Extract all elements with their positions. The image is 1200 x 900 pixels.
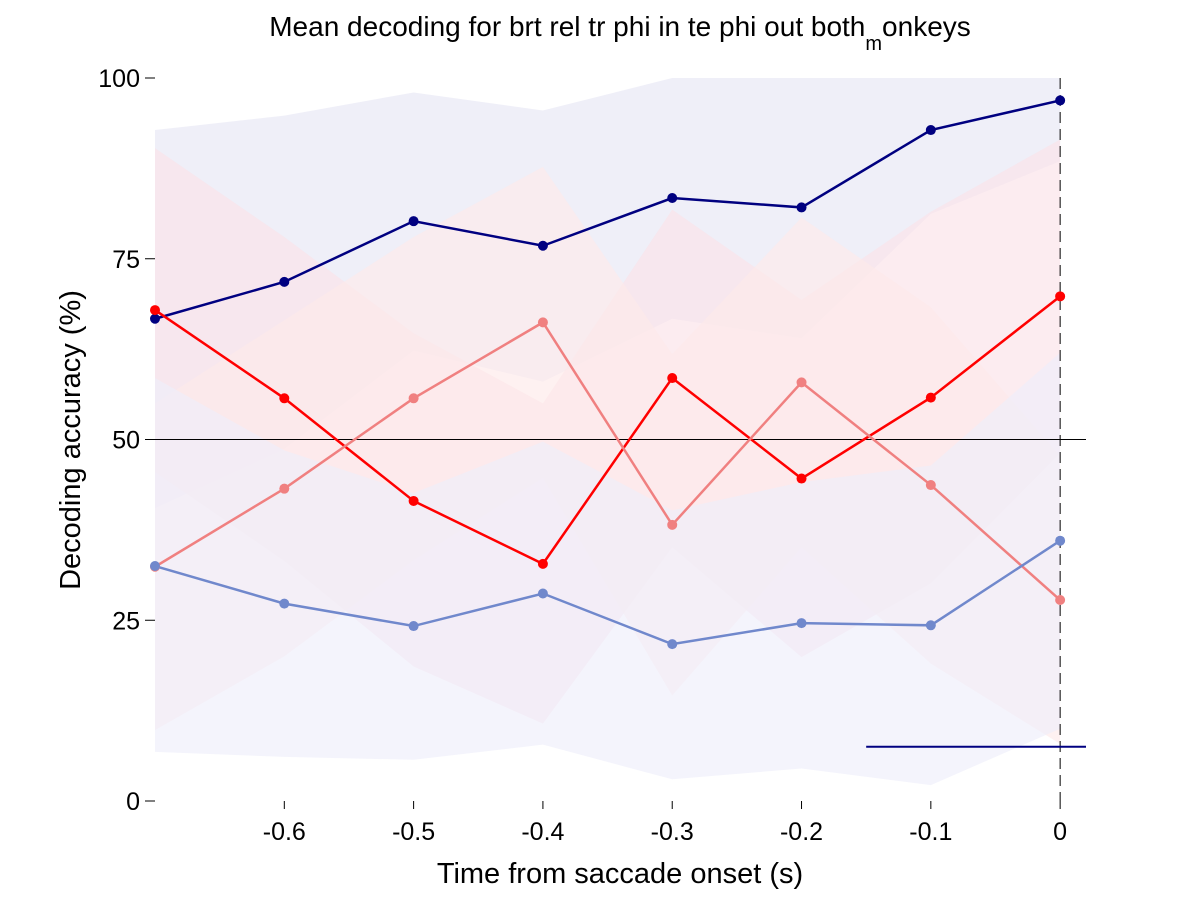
series-points <box>150 95 1066 650</box>
y-tick-label: 25 <box>112 607 140 635</box>
series-3-point <box>925 480 936 491</box>
series-2-line <box>154 295 1061 566</box>
y-tick-label: 100 <box>98 65 140 93</box>
series-2-point <box>667 373 678 384</box>
x-tick-label: -0.5 <box>392 818 435 846</box>
series-2-point <box>537 558 548 569</box>
series-3-band <box>155 166 1061 744</box>
series-3-line <box>154 320 1061 601</box>
series-4-point <box>537 588 548 599</box>
x-tick-label: -0.4 <box>521 818 564 846</box>
series-4-point <box>925 620 936 631</box>
series-4-band <box>155 352 1061 786</box>
series-3-point <box>537 317 548 328</box>
series-2-point <box>925 392 936 403</box>
series-2-point <box>150 305 160 316</box>
series-1-line <box>154 99 1061 320</box>
series-1-point <box>1055 95 1066 106</box>
series-1-point <box>279 276 290 287</box>
series-3-point <box>1055 595 1066 606</box>
series-1-point <box>537 240 548 251</box>
chart-title: Mean decoding for brt rel tr phi in te p… <box>269 11 971 55</box>
reference-lines <box>155 78 1086 801</box>
series-2-point <box>408 495 419 506</box>
series-1-point <box>408 216 419 227</box>
series-2-point <box>796 473 807 484</box>
x-tick-label: 0 <box>1053 818 1067 846</box>
series-3-point <box>279 483 290 494</box>
series-2-point <box>279 393 290 404</box>
series-1-point <box>150 313 160 324</box>
series-4-line <box>154 539 1061 646</box>
series-4-point <box>796 618 807 629</box>
y-tick-label: 50 <box>112 427 140 455</box>
series-3-point <box>667 519 678 530</box>
series-2-point <box>1055 291 1066 302</box>
series-lines <box>154 99 1061 646</box>
confidence-bands <box>155 78 1061 786</box>
series-3-point <box>796 377 807 388</box>
series-4-point <box>150 561 160 572</box>
series-4-point <box>279 598 290 609</box>
x-tick-label: -0.6 <box>263 818 306 846</box>
series-1-point <box>796 202 807 213</box>
x-tick-label: -0.2 <box>780 818 823 846</box>
x-axis-label: Time from saccade onset (s) <box>437 858 803 890</box>
series-4-point <box>408 621 419 632</box>
x-tick-label: -0.1 <box>909 818 952 846</box>
x-tick-label: -0.3 <box>651 818 694 846</box>
series-4-point <box>1055 535 1066 546</box>
series-3-point <box>408 393 419 404</box>
series-1-point <box>667 193 678 204</box>
series-4-point <box>667 639 678 650</box>
y-tick-label: 75 <box>112 246 140 274</box>
axes: -0.6 -0.5 -0.4 -0.3 -0.2 -0.1 0 0 25 50 75 100 <box>98 65 1067 846</box>
series-1-point <box>925 125 936 136</box>
y-axis-label: Decoding accuracy (%) <box>55 290 87 590</box>
y-tick-label: 0 <box>126 788 140 816</box>
